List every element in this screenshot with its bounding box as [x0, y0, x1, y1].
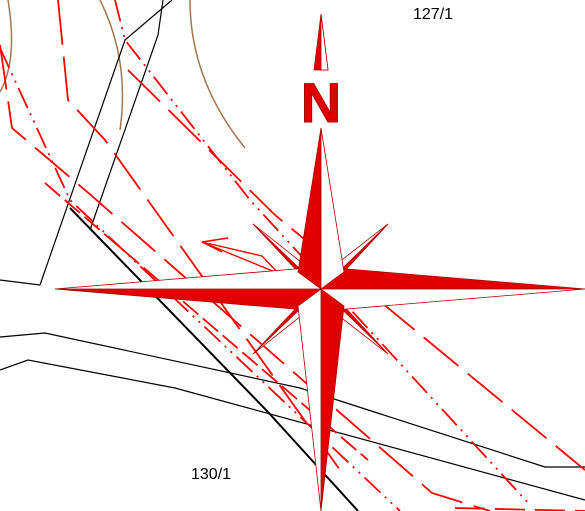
boundary-line	[0, 332, 585, 468]
boundary-line	[0, 359, 585, 501]
arrow-shaft	[201, 241, 281, 276]
compass-point-west-outline	[54, 267, 322, 290]
compass-point-south-outline	[297, 288, 322, 511]
compass-point-west	[54, 288, 322, 311]
compass-north-tip-outline	[320, 13, 329, 71]
compass-point-east	[320, 267, 585, 290]
boundary-line	[89, 0, 164, 231]
contour-line	[189, 0, 246, 149]
contour-line	[0, 0, 13, 93]
compass-north-label: N	[301, 71, 341, 134]
compass-rose	[54, 13, 585, 511]
contour-line	[99, 0, 124, 131]
survey-line	[57, 0, 341, 471]
compass-point-east-outline	[320, 288, 585, 311]
contour-lines	[0, 0, 246, 149]
survey-line	[0, 47, 401, 511]
boundary-line	[69, 207, 359, 511]
compass-point-south	[320, 288, 345, 511]
compass-point-north	[297, 127, 322, 290]
compass-point-north-outline	[320, 127, 345, 290]
survey-line	[114, 0, 531, 506]
boundary-line	[0, 279, 41, 286]
survey-line	[0, 44, 491, 511]
arrow-head	[201, 237, 229, 253]
parcel-label-130-1: 130/1	[191, 466, 231, 483]
parcel-label-127-1: 127/1	[413, 6, 453, 23]
survey-line	[127, 69, 585, 471]
